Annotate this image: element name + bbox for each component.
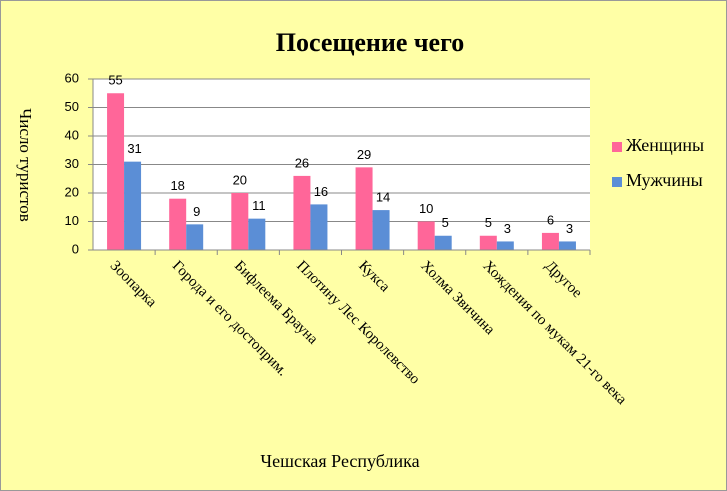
legend-label: Женщины bbox=[626, 135, 704, 155]
data-label: 5 bbox=[485, 215, 492, 230]
y-tick-label: 0 bbox=[72, 241, 79, 256]
bar bbox=[231, 193, 249, 250]
data-label: 26 bbox=[295, 155, 309, 170]
data-label: 3 bbox=[566, 221, 573, 236]
bar bbox=[479, 235, 497, 250]
y-tick-label: 40 bbox=[65, 127, 79, 142]
data-label: 55 bbox=[108, 73, 122, 88]
data-label: 16 bbox=[314, 184, 328, 199]
data-label: 11 bbox=[252, 198, 266, 213]
x-axis-label: Чешская Республика bbox=[260, 451, 419, 471]
bar bbox=[355, 167, 373, 250]
data-label: 20 bbox=[233, 172, 247, 187]
legend-label: Мужчины bbox=[626, 170, 703, 190]
bar bbox=[417, 221, 435, 250]
y-tick-label: 30 bbox=[65, 156, 79, 171]
data-label: 18 bbox=[170, 178, 184, 193]
data-label: 31 bbox=[127, 141, 141, 156]
legend-swatch bbox=[612, 177, 622, 187]
data-label: 6 bbox=[547, 212, 554, 227]
y-tick-label: 10 bbox=[65, 213, 79, 228]
chart-title: Посещение чего bbox=[276, 28, 464, 57]
bar bbox=[248, 218, 266, 250]
y-tick-label: 60 bbox=[65, 70, 79, 85]
data-label: 14 bbox=[376, 190, 390, 205]
bar bbox=[496, 241, 514, 250]
y-axis-label: Число туристов bbox=[16, 108, 35, 222]
data-label: 9 bbox=[193, 204, 200, 219]
data-label: 3 bbox=[504, 221, 511, 236]
data-label: 29 bbox=[357, 147, 371, 162]
legend-swatch bbox=[612, 142, 622, 152]
bar bbox=[169, 198, 187, 250]
bar bbox=[310, 204, 328, 250]
bar bbox=[107, 93, 125, 250]
bar bbox=[293, 175, 311, 250]
data-label: 5 bbox=[442, 215, 449, 230]
bar bbox=[124, 161, 142, 250]
bar bbox=[541, 232, 559, 250]
bar bbox=[434, 235, 452, 250]
bar bbox=[558, 241, 576, 250]
data-label: 10 bbox=[419, 201, 433, 216]
bar bbox=[372, 210, 390, 250]
y-tick-label: 20 bbox=[65, 184, 79, 199]
y-tick-label: 50 bbox=[65, 99, 79, 114]
bar bbox=[186, 224, 204, 250]
